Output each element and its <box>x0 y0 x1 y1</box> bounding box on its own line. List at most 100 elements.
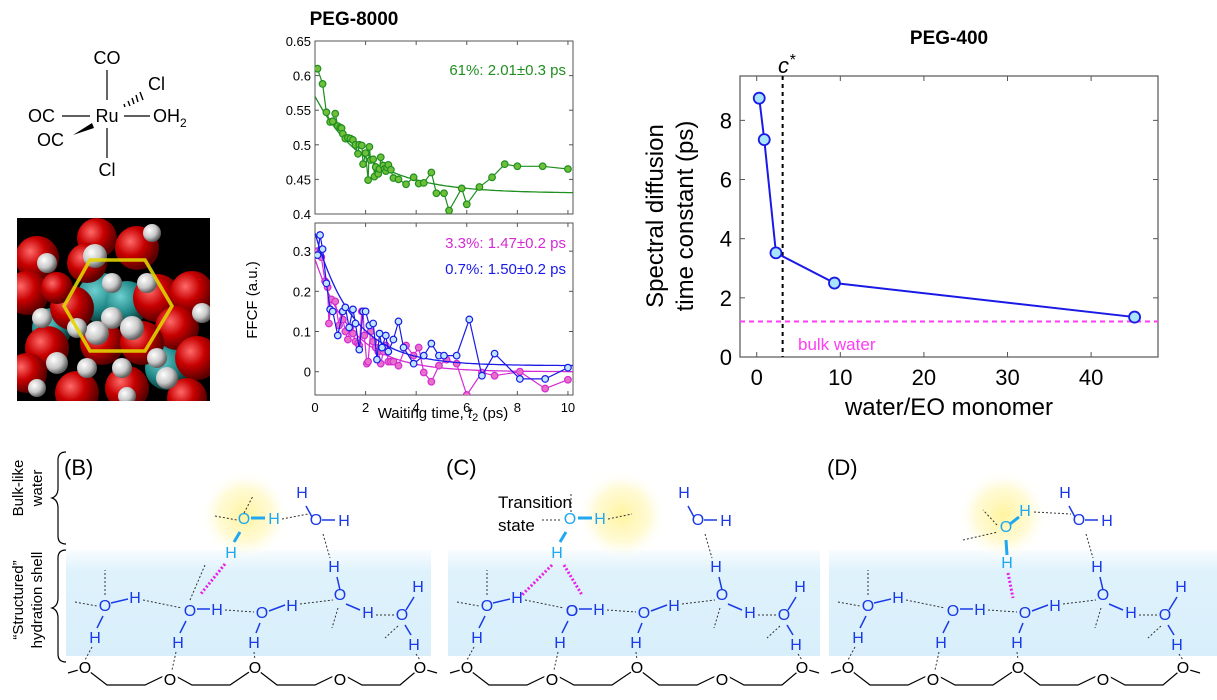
data-point <box>331 109 340 118</box>
ether-oxygen-bg <box>162 671 178 687</box>
hydrogen-bond <box>553 651 559 671</box>
covalent-bond <box>305 505 313 518</box>
water-oxygen: O <box>716 587 728 604</box>
water-oxygen: O <box>184 603 196 620</box>
hexagon-highlight <box>61 258 175 353</box>
highlight-glow <box>200 470 290 560</box>
data-point <box>394 175 403 184</box>
data-point <box>369 319 378 328</box>
ether-oxygen: O <box>164 672 176 689</box>
data-point <box>541 375 550 383</box>
ether-oxygen-bg <box>1095 671 1111 687</box>
sd-data-point <box>828 276 841 290</box>
c-star-label: c* <box>778 52 796 78</box>
sd-data-point <box>769 246 783 260</box>
ether-oxygen: O <box>927 672 939 689</box>
data-point <box>399 343 408 352</box>
data-point <box>369 155 378 164</box>
ether-oxygen: O <box>334 672 346 689</box>
ether-oxygen-bg <box>412 659 428 675</box>
ligand-left: OC <box>28 106 55 126</box>
hydrogen-bond <box>1085 533 1094 559</box>
sd-y-axis-label-line2: time constant (ps) <box>672 121 699 312</box>
data-point <box>564 363 572 372</box>
data-point <box>386 165 395 174</box>
water-hydrogen: H <box>935 635 947 652</box>
data-point <box>351 319 360 328</box>
hydrogen-bond <box>142 599 183 609</box>
data-point <box>325 319 333 328</box>
highlighted-water-oxygen: O <box>564 511 576 528</box>
ether-oxygen: O <box>461 660 473 677</box>
data-point <box>462 200 471 209</box>
water-oxygen: O <box>256 605 268 622</box>
covalent-bond <box>687 505 695 518</box>
highlighted-water-hydrogen: H <box>1019 503 1031 520</box>
water-hydrogen: H <box>744 605 756 622</box>
plot-frame <box>739 75 1159 358</box>
water-hydrogen: H <box>296 485 308 502</box>
highlight-glow <box>958 470 1048 560</box>
ether-oxygen-bg <box>1175 659 1191 675</box>
ether-oxygen-bg <box>840 659 856 675</box>
covalent-bond <box>558 531 568 543</box>
data-point <box>349 305 357 314</box>
data-point <box>328 307 337 316</box>
data-point <box>541 384 550 393</box>
covalent-bond <box>1004 539 1009 556</box>
y-tick-label: 4 <box>720 227 732 252</box>
data-point <box>384 347 393 356</box>
y-tick-label: 6 <box>720 168 732 193</box>
ffcf-x-axis-label: Waiting time, t2 (ps) <box>378 405 509 424</box>
ligand-bottom: Cl <box>99 160 116 180</box>
hydrogen-bond <box>524 599 565 609</box>
hydrogen-bond <box>1094 607 1102 629</box>
water-hydrogen: H <box>710 559 722 576</box>
structured-label-line2: hydration shell <box>29 552 46 649</box>
data-point <box>357 141 366 150</box>
solid-wedge <box>73 123 94 135</box>
hydration-shell-region <box>66 550 431 656</box>
water-hydrogen: H <box>412 579 424 596</box>
y-tick-label: 0.6 <box>293 69 311 84</box>
water-hydrogen: H <box>1125 605 1137 622</box>
data-point <box>361 149 370 158</box>
water-hydrogen: H <box>668 598 680 615</box>
sd-data-line <box>758 98 1135 319</box>
panel-label: (C) <box>446 455 477 480</box>
water-hydrogen: H <box>790 637 802 654</box>
data-point <box>490 371 499 380</box>
highlighted-water-oxygen: O <box>1000 519 1012 536</box>
covalent-bond <box>232 531 242 543</box>
data-point <box>452 359 461 368</box>
water-hydrogen: H <box>172 635 184 652</box>
plot-frame <box>314 222 574 396</box>
highlighted-water-hydrogen: H <box>551 545 563 562</box>
hydrogen-bond <box>299 599 334 605</box>
hydrogen-bond <box>982 509 998 526</box>
covalent-bond <box>786 624 794 636</box>
data-point <box>316 231 324 239</box>
data-point <box>318 80 327 88</box>
data-point <box>427 168 436 177</box>
hydrogen-bond <box>253 651 256 661</box>
data-point <box>490 349 499 358</box>
ffcf-chart-title: PEG-8000 <box>310 9 399 30</box>
water-hydrogen: H <box>328 559 340 576</box>
data-point <box>465 315 474 324</box>
data-point <box>457 184 466 193</box>
ether-oxygen-bg <box>629 659 645 675</box>
covalent-bond <box>1009 515 1020 526</box>
water-hydrogen: H <box>1101 513 1113 530</box>
covalent-bond <box>1108 603 1124 611</box>
y-tick-label: 0.45 <box>286 172 311 187</box>
data-point <box>513 162 522 171</box>
covalent-bond <box>1031 604 1049 612</box>
water-oxygen: O <box>1019 605 1031 622</box>
data-point <box>360 331 369 340</box>
water-oxygen: O <box>481 598 493 615</box>
ether-oxygen-bg <box>794 659 810 675</box>
data-point <box>322 279 331 288</box>
